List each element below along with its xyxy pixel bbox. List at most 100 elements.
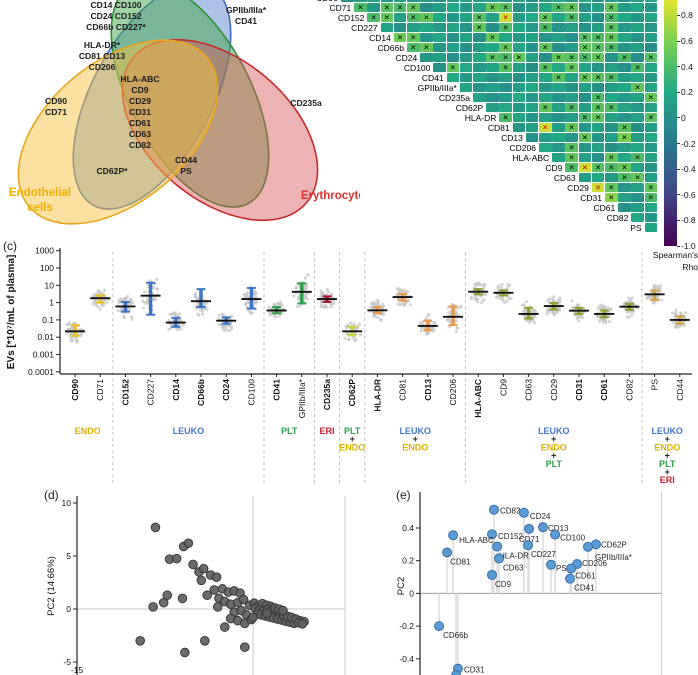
heatmap-cell [605, 3, 618, 13]
heatmap-cell [512, 73, 526, 83]
heatmap-cell [591, 43, 605, 53]
heatmap-cell [380, 13, 394, 23]
heatmap-cell [367, 0, 380, 3]
heatmap-row-label: CD14 [369, 33, 391, 43]
jitter-point [220, 312, 224, 316]
data-point [211, 572, 222, 582]
venn-region-label: CD9 [131, 85, 148, 95]
heatmap-cell [618, 23, 631, 33]
heatmap-cell [512, 113, 526, 123]
heatmap-cell [499, 23, 512, 33]
heatmap-x-mark: × [608, 42, 614, 52]
data-point [487, 569, 498, 580]
jitter-point [152, 296, 157, 300]
heatmap-cell [407, 43, 420, 53]
heatmap-cell [578, 53, 592, 63]
heatmap-cell [446, 0, 460, 3]
heatmap-x-mark: × [569, 162, 575, 172]
jitter-point [167, 318, 171, 322]
heatmap-cell [644, 213, 658, 223]
venn-set-label: cells [27, 202, 53, 214]
heatmap-cell [525, 63, 539, 73]
heatmap-cell [473, 73, 486, 83]
data-point [523, 540, 534, 551]
heatmap-cell [578, 133, 592, 143]
heatmap-cell [565, 63, 578, 73]
jitter-point [356, 325, 360, 329]
x-tick-label: CD227 [146, 379, 156, 406]
heatmap-cell [631, 73, 644, 83]
heatmap-cell [565, 43, 578, 53]
heatmap-x-mark: × [423, 42, 429, 52]
jitter-point [129, 298, 133, 302]
jitter-point [558, 296, 562, 300]
jitter-point [250, 311, 254, 315]
data-point [200, 636, 210, 646]
heatmap-cell [525, 0, 539, 3]
heatmap-cell [605, 33, 618, 43]
heatmap-row-label: CD227 [351, 23, 378, 33]
colorbar-tick-label: -0.6 [681, 189, 696, 200]
heatmap-cell [644, 13, 658, 23]
heatmap-x-mark: × [635, 152, 641, 162]
heatmap-cell [605, 183, 618, 193]
group-label: + [551, 434, 556, 444]
heatmap-cell [499, 63, 512, 73]
x-tick-label: HLA-DR [372, 379, 382, 412]
heatmap-cell [486, 0, 499, 3]
heatmap-cell [618, 183, 631, 193]
jitter-point [122, 316, 126, 320]
heatmap-cell [459, 3, 473, 13]
jitter-point [75, 339, 79, 343]
heatmap-x-mark: × [635, 82, 641, 92]
colorbar-tick-label: 0.4 [681, 61, 693, 72]
heatmap-cell [473, 23, 486, 33]
jitter-point [174, 311, 178, 315]
heatmap-cell [578, 13, 592, 23]
heatmap-cell [578, 73, 592, 83]
group-label: + [413, 434, 418, 444]
heatmap-cell [525, 113, 539, 123]
heatmap-x-mark: × [595, 162, 601, 172]
colorbar-tick [677, 40, 680, 42]
jitter-point [476, 281, 480, 285]
pca-loading-plot: 0.4 0.2 0 -0.2 -0.4 PC2 CD82 CD24 CD13 CD71 CD100 C… [396, 492, 663, 675]
heatmap-cell [486, 13, 499, 23]
heatmap-cell [486, 23, 499, 33]
heatmap-row-label: CD90 [268, 0, 338, 3]
heatmap-cell [499, 103, 512, 113]
venn-region-label: CD14 CD100 [90, 0, 141, 10]
heatmap-x-mark: × [542, 122, 548, 132]
jitter-point [222, 328, 226, 333]
data-point [487, 529, 498, 540]
heatmap-x-mark: × [503, 112, 509, 122]
heatmap-cell [631, 33, 644, 43]
jitter-point [168, 312, 172, 316]
heatmap-x-mark: × [621, 52, 627, 62]
heatmap-cell [631, 83, 644, 93]
group-label: LEUKO [651, 426, 683, 436]
x-tick-label: CD82 [624, 379, 634, 401]
panel-e-label: (e) [396, 488, 411, 502]
y-tick-label: 5 [66, 551, 71, 561]
heatmap-cell [565, 3, 578, 13]
group-label: PLT [546, 459, 563, 469]
x-tick-label: CD31 [574, 379, 584, 401]
x-tick-label: CD9 [498, 379, 508, 396]
jitter-point [673, 325, 677, 329]
jitter-point [98, 290, 102, 295]
x-tick-label: CD13 [423, 379, 433, 401]
jitter-point [70, 331, 75, 335]
heatmap-cell [591, 53, 605, 63]
heatmap-cell [605, 83, 618, 93]
jitter-point [527, 320, 532, 324]
jitter-point [78, 327, 82, 332]
y-tick-label: -0.4 [399, 654, 414, 664]
heatmap-cell [605, 133, 618, 143]
heatmap-cell [539, 33, 552, 43]
heatmap-x-mark: × [569, 122, 575, 132]
jitter-point [660, 298, 664, 302]
correlation-heatmap: CD90CD71×××××××××CD152×××××××××CD227××××… [0, 0, 698, 282]
heatmap-row-label: HLA-ABC [512, 153, 550, 163]
heatmap-x-mark: × [423, 12, 429, 22]
